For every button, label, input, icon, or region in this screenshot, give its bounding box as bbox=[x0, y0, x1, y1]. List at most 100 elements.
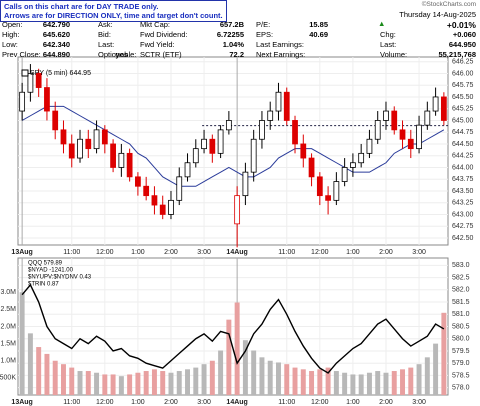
quote-label: Fwd Yield: bbox=[140, 40, 175, 49]
last: 644.950 bbox=[448, 40, 476, 49]
quote-value: 642.790 bbox=[42, 20, 70, 29]
volume-label: Volume: bbox=[380, 50, 408, 59]
volume-bar bbox=[317, 369, 323, 395]
volume-bar bbox=[441, 312, 447, 395]
y-tick-label: 645.25 bbox=[452, 106, 474, 113]
price-line bbox=[21, 283, 445, 374]
y-tick-label: 642.50 bbox=[452, 235, 474, 242]
y-tick-label: 578.0 bbox=[452, 385, 470, 392]
candle-body bbox=[44, 87, 50, 112]
y-tick-label: 645.75 bbox=[452, 82, 474, 89]
candle-body bbox=[350, 162, 356, 168]
candle-body bbox=[242, 171, 249, 197]
volume-bar bbox=[27, 333, 33, 395]
volume-bar bbox=[168, 372, 174, 395]
candle-body bbox=[358, 152, 365, 164]
candle-body bbox=[383, 110, 389, 121]
volume-bar bbox=[350, 374, 356, 395]
volume-bar bbox=[342, 372, 348, 395]
logo: ©StockCharts.com bbox=[421, 1, 476, 8]
candle-body bbox=[110, 143, 116, 168]
x-tick-label: 1:00 bbox=[346, 399, 360, 406]
candle-body bbox=[316, 176, 323, 197]
candle-body bbox=[209, 138, 216, 154]
volume-bar bbox=[242, 340, 248, 395]
candle-body bbox=[399, 129, 406, 140]
quote-value: yes bbox=[115, 50, 128, 59]
volume-bar bbox=[44, 353, 50, 395]
quote-label: Last: bbox=[98, 40, 115, 49]
x-tick-label: 1:00 bbox=[131, 249, 145, 256]
quote-label: Open: bbox=[2, 20, 23, 29]
x-tick-label: 14Aug bbox=[226, 249, 247, 256]
volume-bar bbox=[333, 371, 339, 395]
x-tick-label: 11:00 bbox=[278, 249, 295, 256]
y-tick-label: 643.75 bbox=[452, 176, 474, 183]
y-tick-label: 645.50 bbox=[452, 94, 474, 101]
x-tick-label: 12:00 bbox=[96, 399, 114, 406]
volume-bar bbox=[61, 364, 66, 395]
y-tick-label: 644.00 bbox=[452, 164, 474, 171]
x-tick-label: 11:00 bbox=[278, 399, 295, 406]
legend: SPY (5 min) 644.95 bbox=[30, 70, 91, 77]
quote-value: 1.04% bbox=[222, 40, 244, 49]
y-tick-label: 581.0 bbox=[452, 311, 470, 318]
quote-value: 6.72255 bbox=[216, 30, 244, 39]
x-tick-label: 12:00 bbox=[311, 249, 329, 256]
volume-bar bbox=[110, 374, 116, 395]
y-tick-label: 580.0 bbox=[452, 336, 470, 343]
x-tick-label: 2:00 bbox=[379, 249, 393, 256]
candle-body bbox=[85, 138, 92, 150]
candle-body bbox=[432, 96, 439, 112]
quote-label: Next Earnings: bbox=[256, 50, 306, 59]
volume-bar bbox=[102, 374, 108, 395]
volume-bar bbox=[135, 372, 141, 395]
volume-bar bbox=[209, 360, 215, 395]
candle-body bbox=[440, 96, 447, 121]
y2-tick-label: 2.0M bbox=[0, 323, 16, 330]
candle-body bbox=[275, 91, 282, 112]
notice-line: Arrows are for DIRECTION ONLY, time and … bbox=[4, 11, 223, 20]
candle-body bbox=[60, 129, 67, 145]
volume-bar bbox=[143, 371, 149, 395]
volume-bar bbox=[416, 364, 422, 395]
y-tick-label: 578.5 bbox=[452, 372, 470, 379]
candle-body bbox=[259, 120, 265, 140]
quote-label: Prev Close: bbox=[2, 50, 41, 59]
candle-body bbox=[333, 181, 340, 201]
volume-bar bbox=[160, 371, 166, 395]
legend: QQQ 579.89 bbox=[28, 261, 63, 267]
plot-area bbox=[17, 56, 449, 246]
volume-bar bbox=[201, 364, 207, 395]
y-tick-label: 581.5 bbox=[452, 299, 470, 306]
quote-value: 645.620 bbox=[42, 30, 70, 39]
candle-body bbox=[118, 152, 125, 168]
legend-swatch bbox=[21, 69, 29, 77]
candle-body bbox=[19, 91, 26, 112]
volume-bar bbox=[185, 369, 190, 395]
y-tick-label: 579.5 bbox=[452, 348, 470, 355]
volume-bar bbox=[226, 319, 232, 395]
x-tick-label: 3:00 bbox=[412, 399, 426, 406]
date: Thursday 14-Aug-2025 bbox=[399, 10, 476, 19]
y-tick-label: 582.0 bbox=[452, 287, 470, 294]
volume-bar bbox=[276, 362, 281, 395]
y2-tick-label: 500K bbox=[0, 375, 16, 382]
volume: 55,215,768 bbox=[438, 50, 476, 59]
volume-bar bbox=[118, 376, 124, 395]
up-arrow: ▲ bbox=[378, 19, 386, 28]
volume-bar bbox=[234, 302, 240, 395]
candle-body bbox=[35, 73, 42, 88]
x-tick-label: 11:00 bbox=[63, 249, 80, 256]
volume-bar bbox=[151, 369, 157, 395]
volume-bar bbox=[36, 347, 42, 395]
y-tick-label: 644.75 bbox=[452, 129, 474, 136]
volume-bar bbox=[77, 371, 83, 395]
candle-body bbox=[151, 195, 158, 206]
candle-body bbox=[416, 124, 422, 150]
quote-value: 642.340 bbox=[42, 40, 70, 49]
volume-bar bbox=[292, 367, 298, 395]
candle-body bbox=[267, 110, 274, 121]
quote-label: Last Earnings: bbox=[256, 40, 304, 49]
y-tick-label: 579.0 bbox=[452, 360, 470, 367]
